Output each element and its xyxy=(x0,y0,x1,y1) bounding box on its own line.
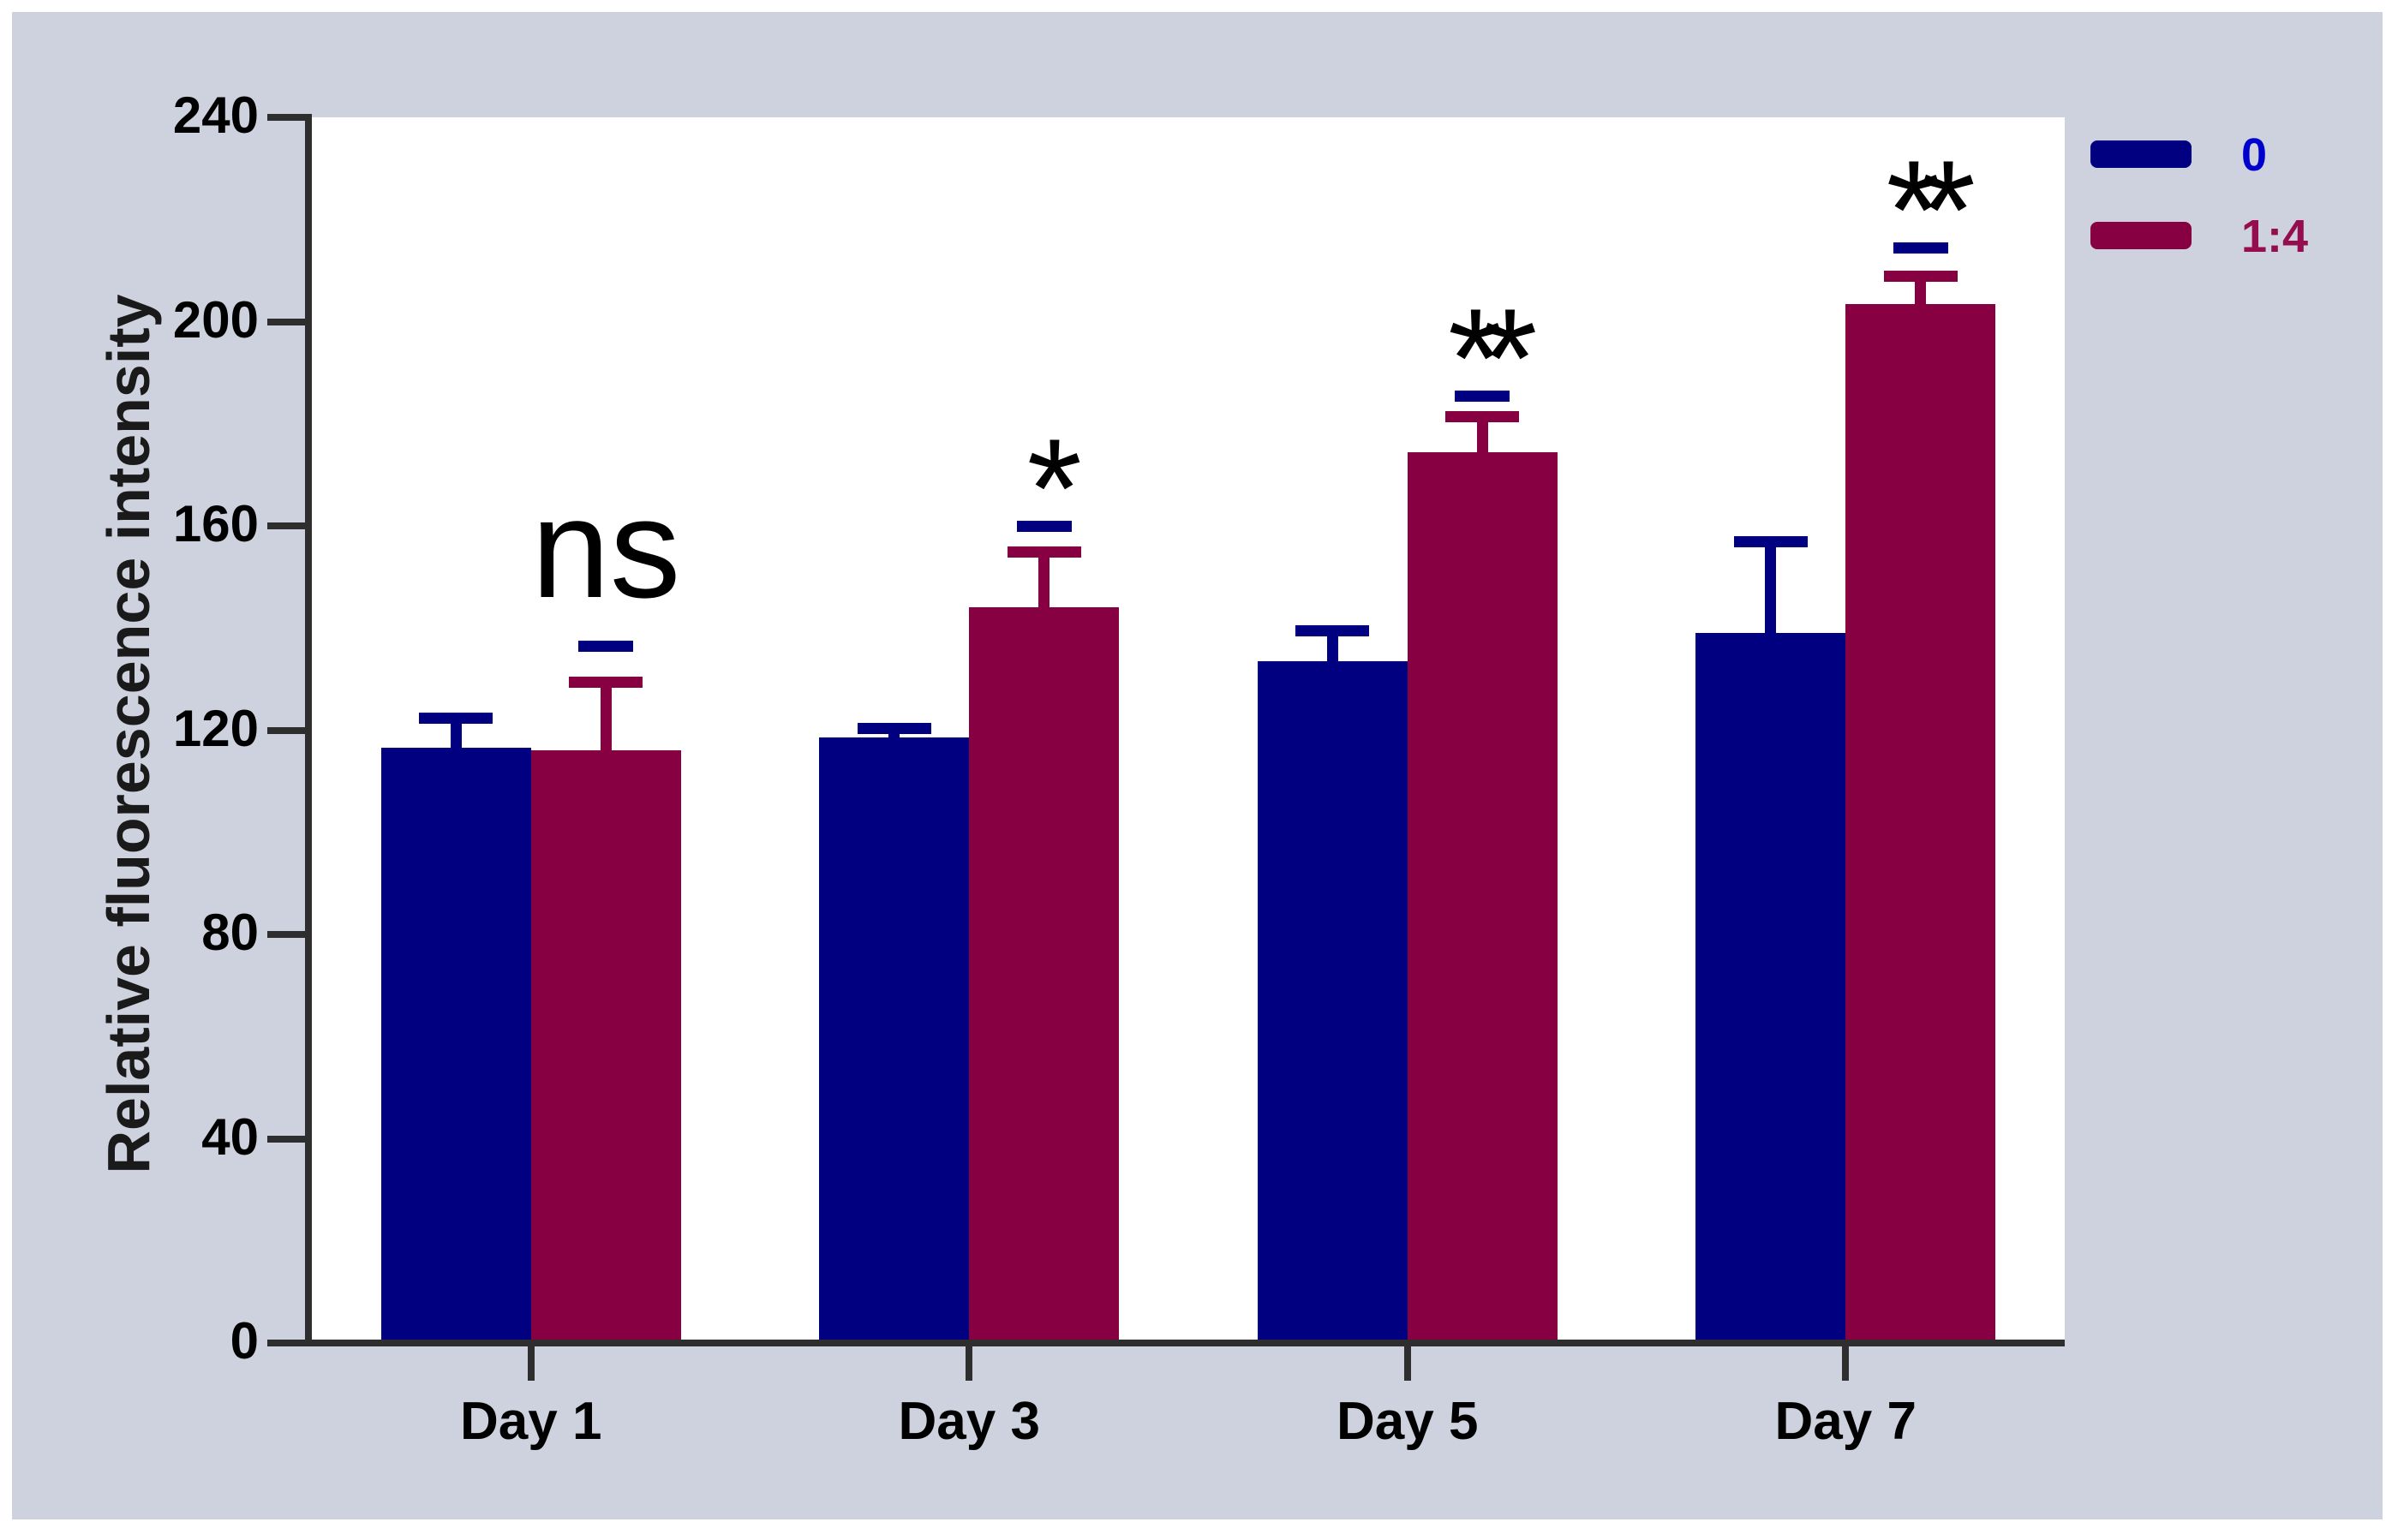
error-bar-cap xyxy=(419,712,493,724)
x-tick-2 xyxy=(966,1343,973,1381)
y-tick-label-200: 200 xyxy=(172,290,259,349)
legend-swatch-series-1 xyxy=(2090,222,2192,249)
significance-line-2 xyxy=(1016,521,1072,533)
error-bar-cap xyxy=(857,722,931,734)
y-tick-120 xyxy=(267,726,308,734)
error-bar-cap xyxy=(1007,546,1081,558)
y-tick-200 xyxy=(267,318,308,325)
error-bar-cap xyxy=(1445,410,1520,422)
x-axis-label-day-1: Day 1 xyxy=(460,1392,602,1451)
bar-day-7-series-0 xyxy=(1695,633,1846,1343)
significance-label-2: * xyxy=(1026,409,1082,568)
y-tick-0 xyxy=(267,1340,308,1346)
bar-day-7-series-1:4 xyxy=(1845,303,1996,1343)
error-bar-stem xyxy=(1038,546,1050,608)
y-tick-label-40: 40 xyxy=(201,1107,259,1166)
legend-item-1: 1:4 xyxy=(2090,213,2382,260)
significance-label-1: ns xyxy=(531,469,681,628)
bar-day-1-series-0 xyxy=(380,748,531,1343)
legend-label-series-1: 1:4 xyxy=(2241,211,2309,262)
plot-area: ns * ** ** 0 40 80 120 160 200 240 Day 1 Day 3 Day 5… xyxy=(173,90,2065,1448)
y-tick-40 xyxy=(267,1135,308,1143)
significance-line-3 xyxy=(1455,390,1510,402)
y-tick-80 xyxy=(267,931,308,938)
x-axis-label-day-3: Day 3 xyxy=(898,1392,1040,1451)
bar-day-3-series-1:4 xyxy=(969,607,1120,1343)
legend-item-0: 0 xyxy=(2090,132,2382,178)
y-tick-label-240: 240 xyxy=(172,87,259,144)
error-bar-stem xyxy=(600,676,612,751)
significance-line-4 xyxy=(1893,242,1948,254)
error-bar-stem xyxy=(1765,535,1777,634)
error-bar-cap xyxy=(569,676,643,688)
bar-day-3-series-0 xyxy=(819,737,970,1343)
legend-label-series-0: 0 xyxy=(2241,129,2268,181)
y-tick-label-0: 0 xyxy=(230,1312,259,1370)
significance-label-4: ** xyxy=(1886,131,1976,289)
y-tick-label-120: 120 xyxy=(172,699,259,757)
error-bar-cap xyxy=(1733,535,1808,547)
bar-day-5-series-0 xyxy=(1257,661,1408,1343)
x-tick-4 xyxy=(1842,1343,1850,1381)
legend-swatch-series-0 xyxy=(2090,140,2192,168)
y-tick-label-80: 80 xyxy=(201,904,259,961)
significance-label-3: ** xyxy=(1448,278,1538,437)
y-tick-label-160: 160 xyxy=(172,495,259,552)
y-axis-spine xyxy=(305,114,312,1346)
y-tick-160 xyxy=(267,522,308,529)
significance-line-1 xyxy=(578,641,634,653)
x-tick-3 xyxy=(1403,1343,1411,1381)
bar-day-1-series-1:4 xyxy=(530,750,681,1343)
error-bar-cap xyxy=(1295,625,1370,637)
x-axis-label-day-5: Day 5 xyxy=(1337,1392,1479,1451)
x-tick-1 xyxy=(527,1343,535,1381)
legend: 0 1:4 xyxy=(2090,132,2382,300)
error-bar-cap xyxy=(1883,270,1958,282)
x-axis-label-day-7: Day 7 xyxy=(1774,1392,1917,1451)
y-tick-240 xyxy=(267,114,308,121)
bar-day-5-series-1:4 xyxy=(1407,451,1558,1343)
x-axis-baseline xyxy=(305,1340,2065,1346)
